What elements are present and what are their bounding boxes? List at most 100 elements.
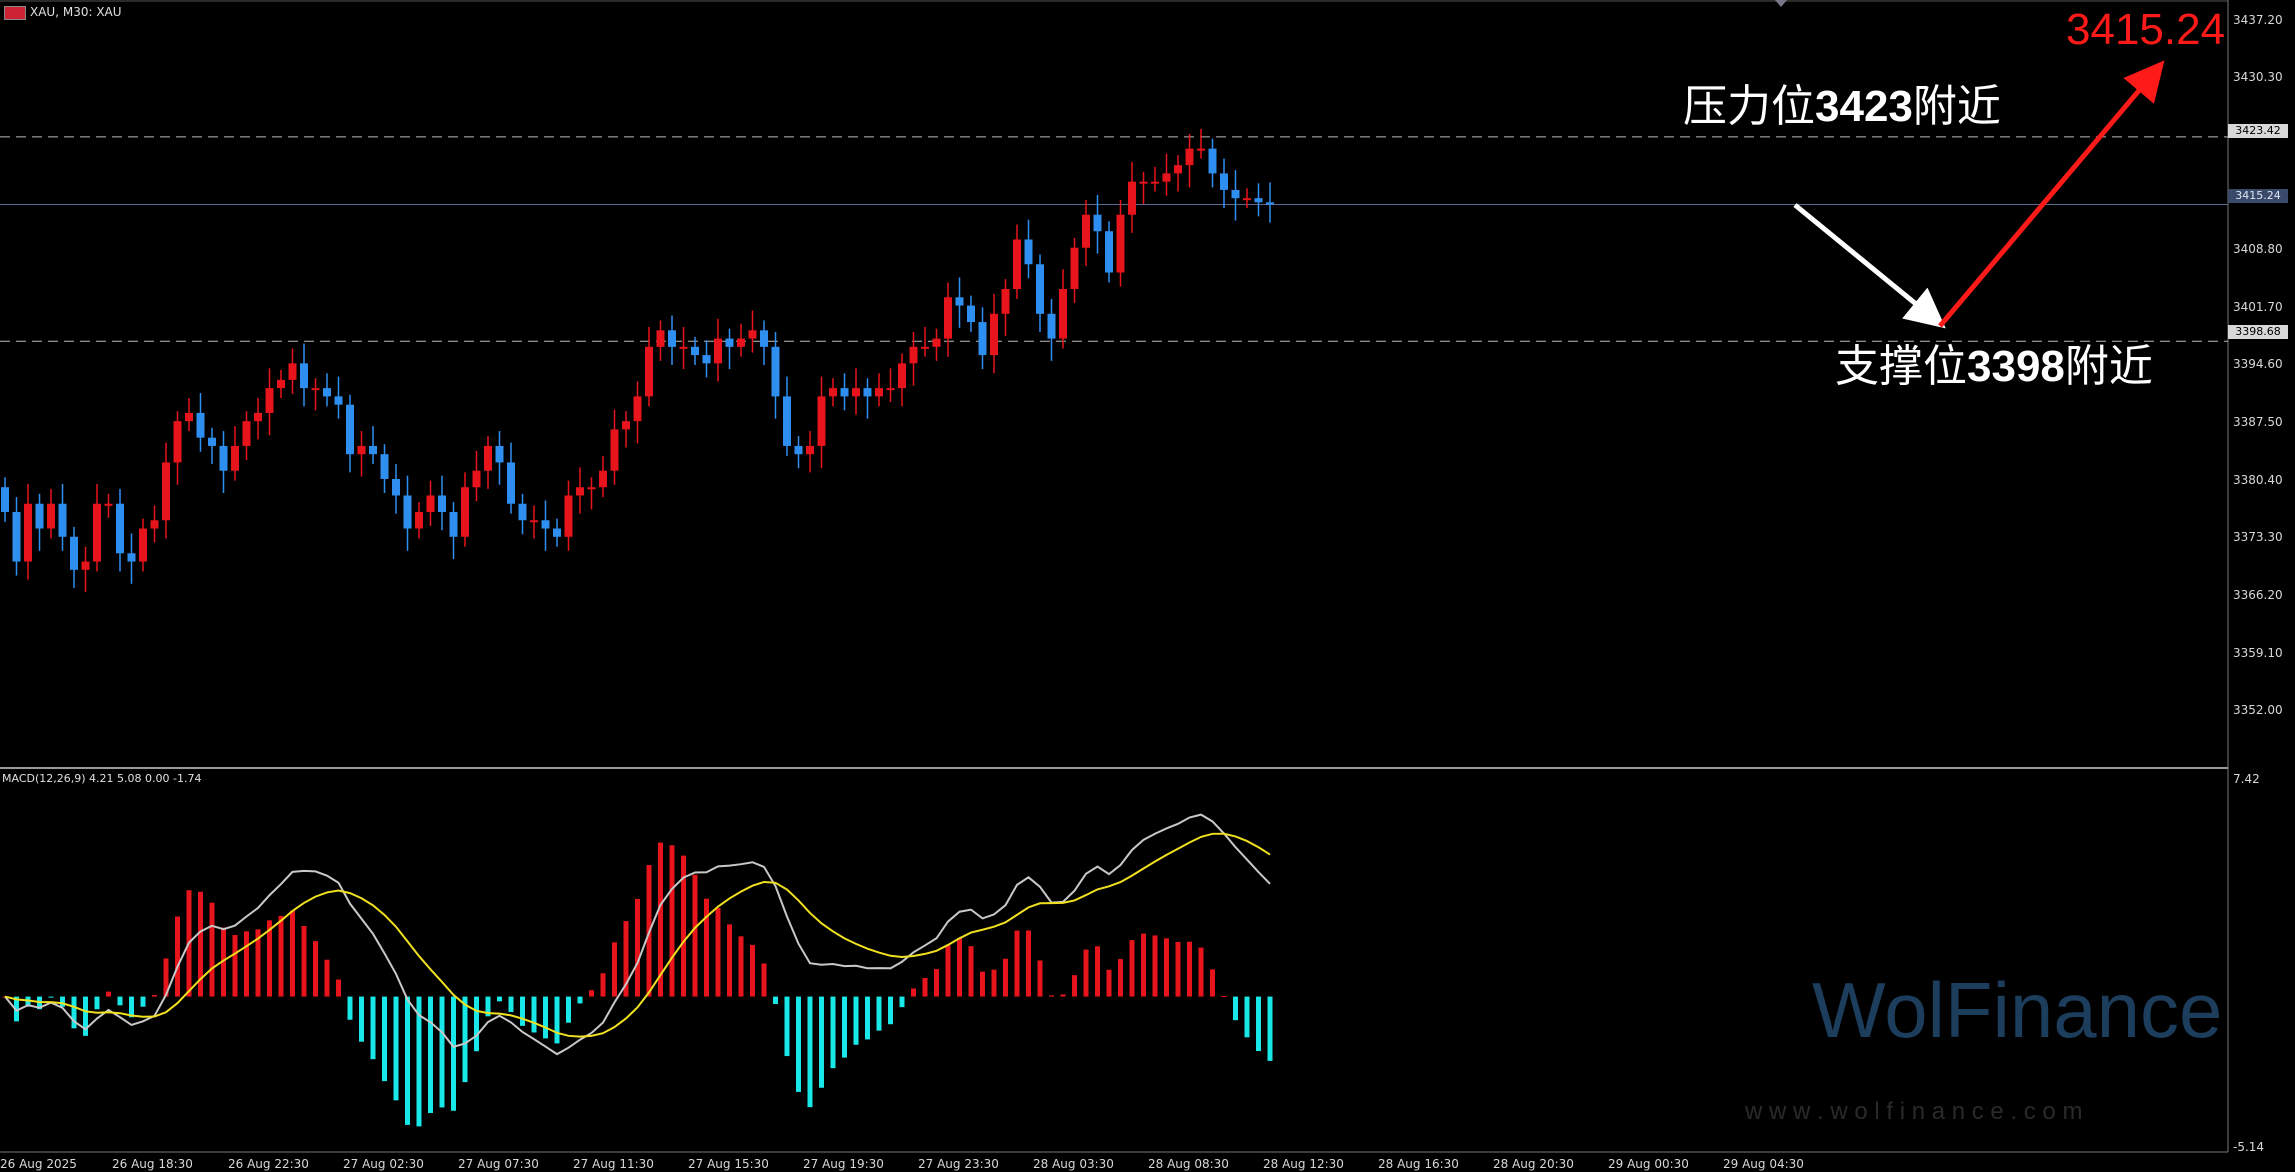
candle-body	[1220, 173, 1228, 190]
macd-histogram-bar	[635, 898, 640, 997]
down-forecast-arrow	[1793, 203, 1946, 329]
macd-panel	[2, 813, 1273, 1127]
time-tick: 29 Aug 04:30	[1723, 1157, 1804, 1171]
candle-body	[484, 445, 492, 471]
resistance-annotation: 压力位3423附近	[1683, 70, 2001, 134]
resistance-suffix: 附近	[1912, 81, 2001, 132]
macd-histogram-bar	[554, 996, 560, 1044]
candle-body	[1174, 165, 1182, 174]
candle-body	[495, 445, 504, 463]
candle-body	[725, 338, 734, 347]
candle-body	[1, 487, 9, 512]
macd-histogram-bar	[738, 936, 744, 997]
target-price: 3415.24	[2066, 5, 2226, 54]
candle-body	[691, 346, 699, 356]
macd-histogram-bar	[1141, 933, 1146, 997]
candle-body	[196, 412, 205, 438]
time-tick: 26 Aug 18:30	[112, 1157, 193, 1171]
candle-body	[794, 445, 803, 455]
macd-histogram-bar	[727, 924, 732, 997]
candle-body	[415, 512, 423, 529]
macd-histogram-bar	[370, 996, 376, 1060]
macd-histogram-bar	[1221, 996, 1227, 998]
candle-body	[47, 503, 55, 529]
macd-histogram-bar	[405, 996, 410, 1125]
candle-body	[12, 512, 21, 562]
macd-histogram-bar	[957, 938, 962, 997]
price-tick: 3437.20	[2233, 13, 2283, 27]
candle-body	[852, 388, 860, 397]
candle-body	[1082, 214, 1090, 248]
support-price-label: 3398.68	[2228, 325, 2288, 339]
candle-body	[1105, 231, 1113, 273]
candle-body	[357, 445, 366, 455]
macd-histogram-bar	[1198, 947, 1204, 997]
macd-histogram-bar	[1164, 938, 1169, 997]
macd-histogram-bar	[497, 996, 502, 1002]
macd-histogram-bar	[876, 996, 882, 1031]
macd-histogram-bar	[1083, 949, 1089, 997]
macd-histogram-bar	[589, 990, 594, 997]
macd-histogram-bar	[623, 921, 629, 997]
macd-histogram-bar	[393, 996, 399, 1101]
candle-body	[633, 396, 642, 422]
candle-body	[783, 396, 791, 446]
resistance-price-label: 3423.42	[2228, 124, 2288, 138]
macd-histogram-bar	[278, 915, 284, 997]
macd-histogram-bar	[1129, 940, 1135, 997]
macd-histogram-bar	[1060, 994, 1066, 997]
macd-histogram-bar	[301, 925, 307, 997]
macd-histogram-bar	[255, 929, 261, 997]
macd-histogram-bar	[175, 916, 180, 997]
macd-histogram-bar	[704, 898, 709, 997]
candle-body	[219, 445, 228, 471]
macd-histogram-bar	[25, 996, 31, 1007]
symbol-info: XAU, M30: XAU	[30, 5, 122, 19]
candle-body	[58, 503, 67, 537]
macd-histogram-bar	[899, 996, 905, 1008]
macd-histogram-bar	[439, 996, 445, 1108]
macd-histogram-bar	[1244, 996, 1250, 1038]
candle-body	[507, 462, 515, 504]
candle-body	[679, 346, 688, 349]
support-suffix: 附近	[2064, 341, 2153, 392]
candle-body	[1024, 239, 1033, 265]
macd-histogram-bar	[922, 977, 928, 997]
macd-histogram-bar	[359, 996, 364, 1042]
candle-body	[530, 520, 538, 523]
macd-histogram-bar	[807, 996, 813, 1108]
candle-body	[737, 338, 745, 347]
chart-window-icon[interactable]	[4, 6, 26, 20]
macd-histogram-bar	[692, 874, 698, 997]
macd-histogram-bar	[117, 996, 123, 1006]
macd-indicator-info: MACD(12,26,9) 4.21 5.08 0.00 -1.74	[2, 772, 202, 785]
macd-histogram-bar	[612, 942, 617, 997]
price-tick: 3394.60	[2233, 357, 2283, 371]
candle-body	[231, 445, 239, 471]
candle-body	[24, 503, 32, 562]
candle-body	[288, 363, 297, 380]
candle-body	[587, 487, 596, 490]
candle-body	[403, 495, 412, 529]
candle-body	[1013, 239, 1021, 290]
macd-histogram-bar	[1175, 941, 1181, 997]
price-tick: 3408.80	[2233, 242, 2283, 256]
macd-histogram-bar	[129, 996, 134, 1018]
candle-body	[1059, 289, 1067, 339]
candle-body	[541, 520, 550, 529]
candle-body	[714, 338, 722, 364]
macd-histogram-bar	[830, 996, 836, 1069]
macd-histogram-bar	[1026, 930, 1031, 997]
chart-guides	[0, 0, 2229, 1153]
macd-histogram-bar	[198, 891, 203, 997]
candle-body	[564, 495, 573, 537]
candle-body	[150, 520, 159, 529]
candle-body	[242, 421, 251, 446]
time-tick: 29 Aug 00:30	[1608, 1157, 1689, 1171]
macd-histogram-bar	[773, 996, 778, 1004]
support-value: 3398	[1967, 342, 2065, 391]
macd-histogram-bar	[566, 996, 571, 1023]
candle-body	[771, 346, 780, 397]
macd-histogram-bar	[577, 996, 583, 1004]
